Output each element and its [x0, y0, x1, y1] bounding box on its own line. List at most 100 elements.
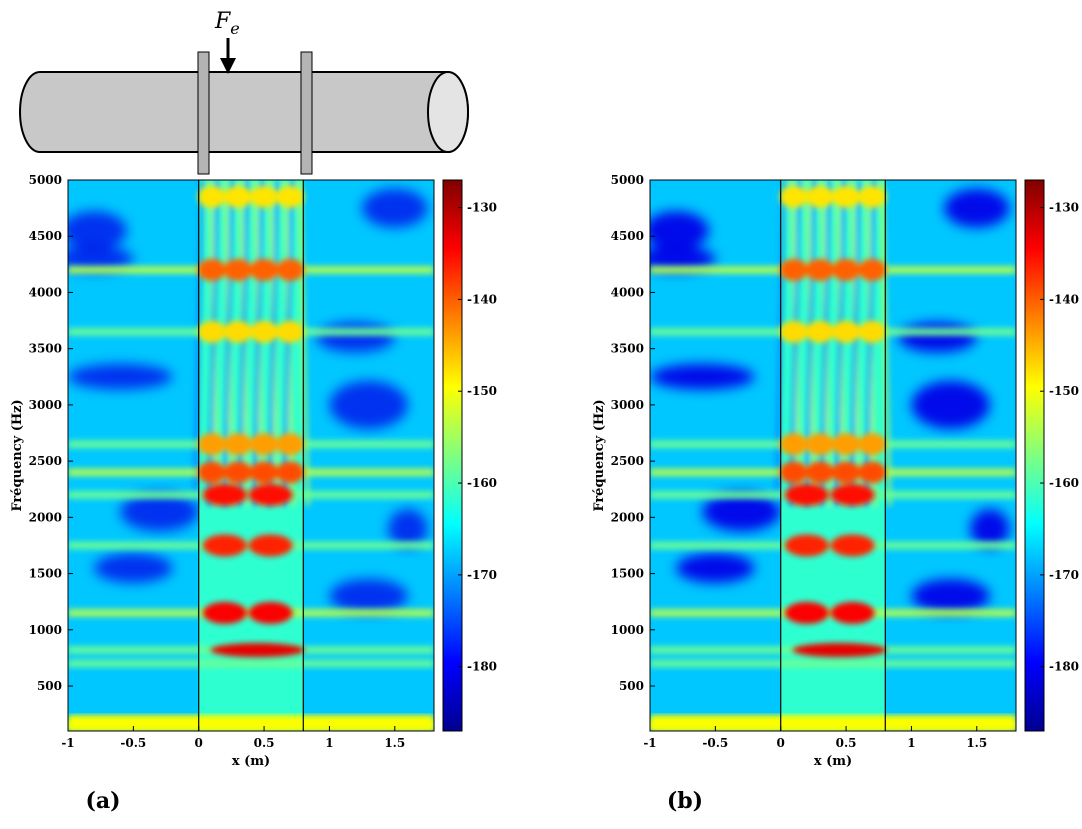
low-level-spot: [68, 245, 134, 272]
x-tick-label: -0.5: [120, 736, 146, 750]
hot-spot: [248, 534, 293, 557]
y-tick-label: 1000: [29, 623, 62, 637]
low-level-spot: [911, 380, 990, 429]
low-level-spot: [676, 552, 755, 583]
low-level-spot: [650, 211, 709, 251]
hot-spot: [223, 461, 252, 484]
low-level-spot: [362, 188, 428, 228]
colorbar-tick-label: -150: [1049, 384, 1079, 398]
colorbar: [442, 179, 463, 732]
x-tick-label: 1: [325, 736, 333, 750]
x-tick-label: 0: [777, 736, 785, 750]
support-clamp-right: [300, 51, 313, 175]
y-tick-label: 2000: [611, 510, 644, 524]
hot-spot: [858, 258, 887, 281]
y-tick-label: 2000: [29, 510, 62, 524]
y-tick-label: 3000: [611, 398, 644, 412]
hot-spot: [779, 185, 808, 208]
hot-spot: [250, 258, 279, 281]
low-level-spot: [329, 380, 408, 429]
x-tick-label: 1: [907, 736, 915, 750]
colorbar-tick-label: -180: [1049, 660, 1079, 674]
hot-spot: [779, 433, 808, 456]
y-tick-label: 3500: [611, 342, 644, 356]
y-tick-label: 1500: [29, 567, 62, 581]
panel-label: (b): [667, 788, 703, 814]
hot-spot: [784, 483, 829, 506]
y-tick-label: 1000: [611, 623, 644, 637]
hot-spot: [830, 534, 875, 557]
colorbar-tick-label: -130: [467, 201, 497, 215]
streak: [804, 180, 817, 507]
pipe-schematic: Fe: [19, 9, 469, 175]
hot-spot: [250, 461, 279, 484]
hot-spot: [832, 433, 861, 456]
hot-spots: [197, 185, 305, 658]
low-level-spot: [970, 509, 1010, 549]
x-tick-label: 0: [195, 736, 203, 750]
hot-spot: [805, 185, 834, 208]
low-level-spot: [650, 364, 755, 390]
hot-spot: [832, 461, 861, 484]
y-tick-label: 2500: [29, 454, 62, 468]
resonance-band: [68, 659, 434, 668]
y-tick-label: 5000: [29, 173, 62, 187]
x-tick-label: -0.5: [702, 736, 728, 750]
hot-spot: [805, 433, 834, 456]
hot-spot: [197, 258, 226, 281]
y-tick-label: 4000: [29, 285, 62, 299]
hot-spot: [248, 483, 293, 506]
x-axis-title: x (m): [232, 754, 270, 769]
heatmap-panel-a: 500 1000 1500 2000 2500 3000 3500 4000 4500 5000 -…: [10, 173, 497, 814]
y-tick-label: 2500: [611, 454, 644, 468]
force-arrow: [220, 38, 236, 74]
x-tick-label: -1: [61, 736, 74, 750]
hot-spot: [784, 601, 829, 624]
pipe-body: [19, 71, 469, 153]
x-tick-label: 0.5: [254, 736, 275, 750]
colorbar-tick-label: -140: [1049, 292, 1079, 306]
low-level-regions: [650, 188, 1010, 614]
hot-spot: [779, 320, 808, 343]
y-tick-label: 1500: [611, 567, 644, 581]
low-level-spot: [898, 322, 977, 353]
hot-spot: [202, 483, 247, 506]
low-level-spot: [316, 322, 395, 353]
hot-spot: [779, 258, 808, 281]
hot-spot: [197, 185, 226, 208]
colorbar-tick-label: -140: [467, 292, 497, 306]
hot-spot: [792, 643, 887, 658]
hot-spot: [250, 433, 279, 456]
y-tick-label: 4000: [611, 285, 644, 299]
y-axis-title: Fréquency (Hz): [10, 399, 25, 511]
heatmap-panel-b: 500 1000 1500 2000 2500 3000 3500 4000 4500 5000 -…: [592, 173, 1079, 814]
heatmap-field: [650, 180, 1016, 731]
hot-spot: [805, 320, 834, 343]
hot-spot: [250, 185, 279, 208]
colorbar-tick-label: -180: [467, 660, 497, 674]
x-tick-label: 1.5: [384, 736, 405, 750]
colorbar-tick-label: -160: [467, 476, 497, 490]
hot-spot: [202, 601, 247, 624]
hot-spot: [858, 461, 887, 484]
hot-spot: [830, 483, 875, 506]
hot-spot: [858, 433, 887, 456]
hot-spot: [223, 433, 252, 456]
low-level-spot: [68, 364, 173, 390]
low-level-spot: [68, 211, 127, 251]
colorbar: [1024, 179, 1045, 732]
y-tick-label: 500: [37, 679, 62, 693]
hot-spot: [276, 320, 305, 343]
low-frequency-strip: [650, 715, 1016, 731]
hot-spot: [276, 433, 305, 456]
hot-spot: [223, 185, 252, 208]
streak: [222, 180, 235, 507]
low-level-spot: [329, 578, 408, 614]
hot-spot: [197, 461, 226, 484]
hot-spot: [805, 461, 834, 484]
support-clamp-left: [197, 51, 210, 175]
hot-spot: [276, 185, 305, 208]
y-tick-label: 4500: [29, 229, 62, 243]
force-label: Fe: [214, 9, 240, 38]
